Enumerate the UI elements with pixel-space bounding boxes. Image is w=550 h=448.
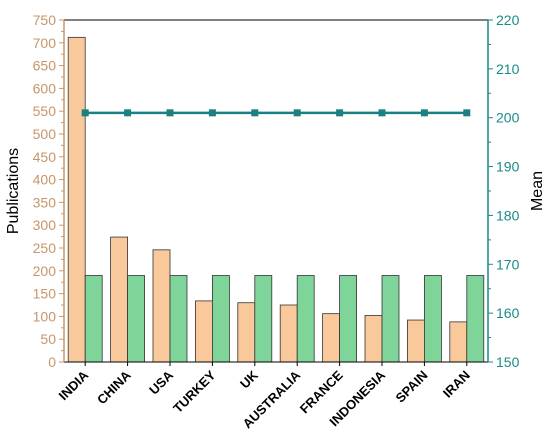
left-tick-label: 600	[33, 80, 57, 96]
right-axis: 150 160 170 180 190 200 210 220	[487, 12, 520, 370]
left-tick-label: 300	[33, 217, 57, 233]
mean-bar-indonesia	[381, 275, 400, 363]
category-label-turkey: TURKEY	[170, 367, 219, 416]
left-tick-label: 150	[33, 286, 57, 302]
right-tick-label: 200	[496, 110, 520, 126]
left-tick-label: 250	[33, 240, 57, 256]
y2-axis-title: Mean	[529, 171, 546, 211]
right-tick-label: 190	[496, 159, 520, 175]
y-axis-title: Publications	[5, 148, 22, 234]
mean-line-series	[81, 109, 471, 117]
mean-bar-france	[339, 275, 358, 363]
right-tick-label: 160	[496, 305, 520, 321]
mean-point-turkey	[208, 109, 216, 117]
mean-point-china	[124, 109, 132, 117]
publications-bar-usa	[152, 249, 171, 363]
left-axis: 0 50 100 150 200 250 300 350 400 450 500 550 600 650 7…	[33, 12, 65, 370]
right-tick-label: 220	[496, 12, 520, 28]
mean-bar-turkey	[211, 275, 230, 363]
category-label-india: INDIA	[56, 367, 92, 403]
left-tick-label: 50	[40, 331, 56, 347]
right-tick-label: 170	[496, 256, 520, 272]
left-tick-label: 400	[33, 172, 57, 188]
mean-bar-uk	[254, 275, 273, 363]
mean-point-uk	[251, 109, 259, 117]
left-tick-label: 550	[33, 103, 57, 119]
mean-bar-usa	[169, 275, 188, 363]
mean-bar-china	[127, 275, 145, 363]
publications-bar-iran	[449, 321, 468, 363]
right-tick-label: 210	[496, 61, 520, 77]
mean-bar-india	[84, 275, 103, 363]
mean-point-spain	[420, 109, 428, 117]
publications-bar-indonesia	[364, 315, 383, 363]
publications-bars	[67, 36, 468, 363]
category-label-uk: UK	[237, 367, 261, 391]
mean-bar-australia	[296, 275, 315, 363]
category-label-iran: IRAN	[440, 368, 473, 401]
mean-point-indonesia	[378, 109, 386, 117]
mean-point-usa	[166, 109, 174, 117]
mean-bar-spain	[423, 275, 442, 363]
right-tick-label: 150	[496, 354, 520, 370]
left-tick-label: 650	[33, 58, 57, 74]
left-tick-label: 200	[33, 263, 57, 279]
right-tick-label: 180	[496, 207, 520, 223]
left-tick-label: 500	[33, 126, 57, 142]
left-tick-label: 0	[48, 354, 56, 370]
left-tick-label: 100	[33, 308, 57, 324]
publications-bar-france	[322, 313, 341, 363]
category-label-usa: USA	[146, 367, 176, 397]
mean-point-france	[336, 109, 344, 117]
publications-bar-uk	[237, 302, 256, 363]
left-tick-label: 700	[33, 35, 57, 51]
publications-bar-australia	[279, 304, 298, 363]
publications-bar-india	[67, 36, 86, 363]
publications-bar-china	[110, 236, 128, 363]
publications-bar-turkey	[194, 300, 213, 363]
mean-bar-iran	[466, 275, 485, 363]
left-tick-label: 350	[33, 194, 57, 210]
mean-point-australia	[293, 109, 301, 117]
left-tick-label: 750	[33, 12, 57, 28]
category-label-china: CHINA	[94, 367, 134, 407]
category-label-spain: SPAIN	[393, 368, 431, 406]
publications-bar-spain	[406, 319, 425, 363]
left-tick-label: 450	[33, 149, 57, 165]
mean-point-india	[81, 109, 89, 117]
mean-point-iran	[463, 109, 471, 117]
